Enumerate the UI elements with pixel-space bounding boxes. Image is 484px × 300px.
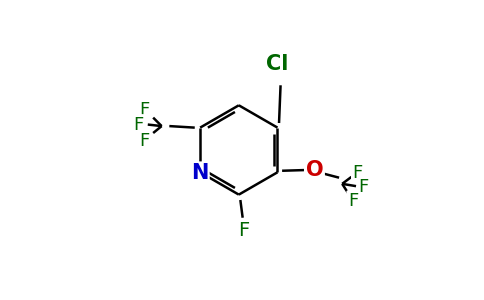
Text: O: O bbox=[305, 160, 323, 180]
Text: Cl: Cl bbox=[266, 55, 288, 74]
Text: F: F bbox=[139, 101, 150, 119]
Text: F: F bbox=[348, 192, 358, 210]
Text: F: F bbox=[352, 164, 363, 182]
Text: F: F bbox=[359, 178, 369, 196]
Text: N: N bbox=[191, 163, 208, 183]
Text: F: F bbox=[134, 116, 144, 134]
Text: F: F bbox=[238, 220, 249, 239]
Text: F: F bbox=[139, 132, 150, 150]
